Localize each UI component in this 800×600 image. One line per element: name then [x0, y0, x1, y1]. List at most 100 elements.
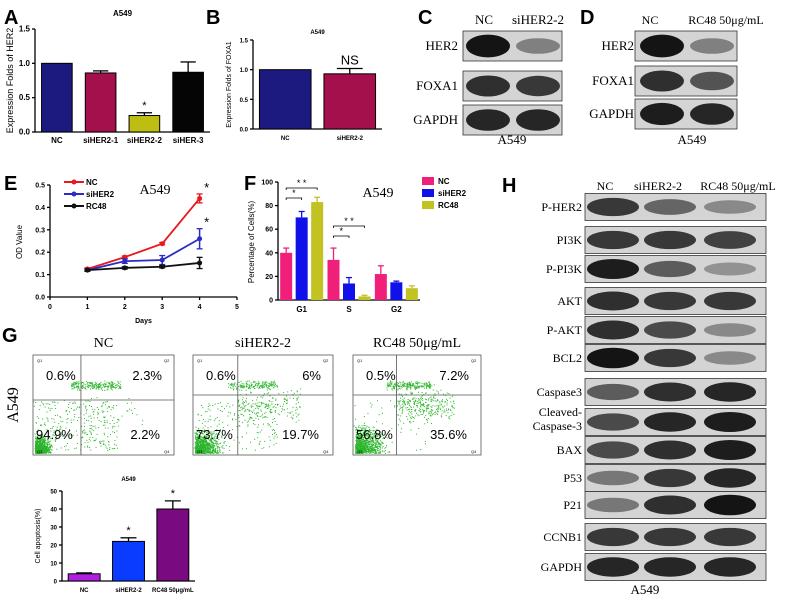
flow-event-dot	[224, 437, 226, 439]
flow-event-dot	[281, 408, 283, 410]
flow-event-dot	[91, 425, 93, 427]
blot-h-lane-label: siHER2-2	[634, 179, 682, 193]
blot-h-band	[704, 200, 756, 214]
flow-event-dot	[66, 435, 68, 437]
flow-event-dot	[203, 439, 205, 441]
flow-event-dot	[227, 424, 229, 426]
flow-event-dot	[436, 408, 438, 410]
flow-event-dot	[392, 389, 394, 391]
chart-f-bar	[405, 288, 418, 300]
flow-plot-title: RC48 50μg/mL	[373, 336, 461, 351]
flow-event-dot	[360, 442, 362, 444]
flow-event-dot	[421, 386, 423, 388]
flow-event-dot	[200, 444, 202, 446]
flow-event-dot	[400, 397, 402, 399]
flow-event-dot	[236, 387, 238, 389]
flow-event-dot	[47, 451, 49, 453]
flow-event-dot	[198, 445, 200, 447]
flow-event-dot	[245, 393, 247, 395]
flow-event-dot	[243, 415, 245, 417]
flow-event-dot	[87, 420, 89, 422]
flow-event-dot	[212, 442, 214, 444]
flow-event-dot	[248, 420, 250, 422]
flow-event-dot	[355, 444, 357, 446]
flow-event-dot	[109, 382, 111, 384]
flow-event-dot	[202, 449, 204, 451]
flow-event-dot	[204, 439, 206, 441]
flow-event-dot	[359, 451, 361, 453]
flow-event-dot	[244, 405, 246, 407]
chart-f-legend-label: RC48	[438, 201, 459, 210]
flow-event-dot	[366, 446, 368, 448]
flow-event-dot	[367, 436, 369, 438]
flow-event-dot	[208, 444, 210, 446]
flow-event-dot	[47, 435, 49, 437]
flow-event-dot	[411, 385, 413, 387]
flow-event-dot	[409, 385, 411, 387]
flow-event-dot	[363, 427, 365, 429]
flow-event-dot	[195, 437, 197, 439]
flow-event-dot	[363, 444, 365, 446]
flow-event-dot	[212, 449, 214, 451]
flow-event-dot	[90, 385, 92, 387]
flow-event-dot	[77, 406, 79, 408]
flow-event-dot	[91, 429, 93, 431]
flow-event-dot	[245, 405, 247, 407]
flow-event-dot	[299, 406, 301, 408]
flow-event-dot	[35, 451, 37, 453]
flow-event-dot	[296, 416, 298, 418]
flow-event-dot	[213, 450, 215, 452]
flow-event-dot	[62, 435, 64, 437]
blot-h-band	[704, 412, 756, 432]
flow-event-dot	[364, 429, 366, 431]
flow-event-dot	[73, 388, 75, 390]
flow-event-dot	[283, 398, 285, 400]
flow-event-dot	[197, 437, 199, 439]
flow-event-dot	[438, 392, 440, 394]
flow-event-dot	[78, 382, 80, 384]
flow-event-dot	[422, 397, 424, 399]
flow-event-dot	[413, 403, 415, 405]
flow-event-dot	[45, 433, 47, 435]
flow-event-dot	[362, 446, 364, 448]
flow-event-dot	[212, 438, 214, 440]
flow-event-dot	[410, 388, 412, 390]
chart-e-y-axis-label: OD Value	[15, 224, 24, 259]
flow-event-dot	[83, 383, 85, 385]
flow-event-dot	[217, 445, 219, 447]
flow-q1-percent: 0.5%	[366, 368, 396, 383]
flow-event-dot	[358, 426, 360, 428]
flow-event-dot	[197, 440, 199, 442]
flow-event-dot	[403, 422, 405, 424]
flow-event-dot	[372, 440, 374, 442]
chart-e-y-tick-label: 0.3	[35, 227, 45, 234]
flow-event-dot	[368, 428, 370, 430]
flow-event-dot	[413, 406, 415, 408]
flow-event-dot	[269, 388, 271, 390]
flow-event-dot	[394, 385, 396, 387]
flow-event-dot	[213, 419, 215, 421]
chart-e-x-tick-label: 0	[48, 304, 52, 311]
flow-event-dot	[360, 434, 362, 436]
flow-event-dot	[360, 436, 362, 438]
flow-event-dot	[207, 449, 209, 451]
flow-event-dot	[36, 440, 38, 442]
flow-event-dot	[364, 437, 366, 439]
flow-event-dot	[398, 400, 400, 402]
flow-event-dot	[270, 408, 272, 410]
flow-event-dot	[70, 419, 72, 421]
flow-event-dot	[263, 416, 265, 418]
flow-event-dot	[203, 443, 205, 445]
flow-event-dot	[363, 446, 365, 448]
flow-event-dot	[238, 386, 240, 388]
flow-event-dot	[401, 403, 403, 405]
flow-event-dot	[252, 419, 254, 421]
flow-event-dot	[208, 448, 210, 450]
flow-event-dot	[257, 437, 259, 439]
flow-event-dot	[425, 405, 427, 407]
flow-event-dot	[34, 433, 36, 435]
chart-e-data-point	[84, 267, 90, 273]
flow-event-dot	[261, 387, 263, 389]
blot-c-lane-label: siHER2-2	[512, 12, 564, 27]
flow-event-dot	[269, 410, 271, 412]
